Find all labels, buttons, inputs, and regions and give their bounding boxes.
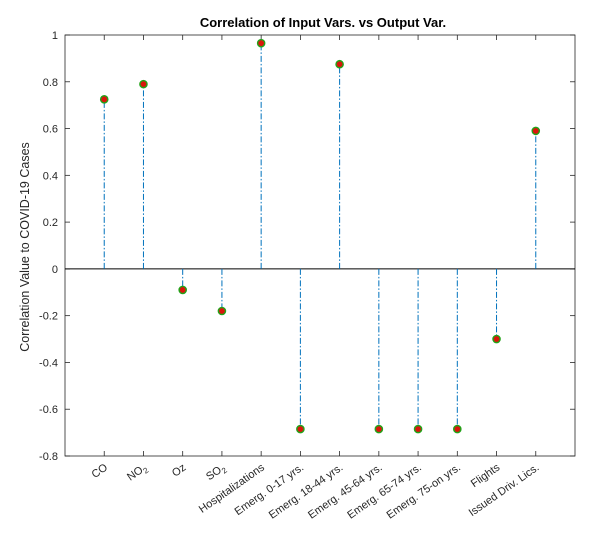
- y-tick-label: -0.8: [39, 451, 58, 463]
- stem-marker: [296, 424, 305, 434]
- y-tick-label: 0.8: [43, 77, 58, 89]
- stem-marker: [335, 59, 344, 69]
- y-tick-label: 1: [52, 30, 58, 42]
- y-axis-label: Correlation Value to COVID-19 Cases: [18, 142, 32, 352]
- y-tick-label: 0.2: [43, 217, 58, 229]
- stem-marker: [492, 334, 501, 344]
- stem-marker: [531, 126, 541, 136]
- stem-marker: [99, 95, 109, 104]
- axes-box: [64, 34, 576, 457]
- stem-marker: [217, 306, 227, 316]
- y-tick-label: 0.4: [43, 170, 58, 182]
- y-tick-label: 0.6: [43, 124, 58, 136]
- y-tick-label: -0.6: [39, 404, 58, 416]
- y-tick-label: -0.4: [39, 357, 58, 369]
- chart-title: Correlation of Input Vars. vs Output Var…: [200, 15, 446, 30]
- stem-marker: [139, 79, 148, 89]
- stem-marker: [256, 38, 266, 48]
- y-tick-label: -0.2: [39, 311, 58, 323]
- stem-marker: [374, 424, 384, 434]
- y-tick-label: 0: [52, 264, 58, 276]
- stem-marker: [413, 424, 423, 434]
- stem-marker: [178, 285, 187, 295]
- stem-marker: [453, 424, 462, 434]
